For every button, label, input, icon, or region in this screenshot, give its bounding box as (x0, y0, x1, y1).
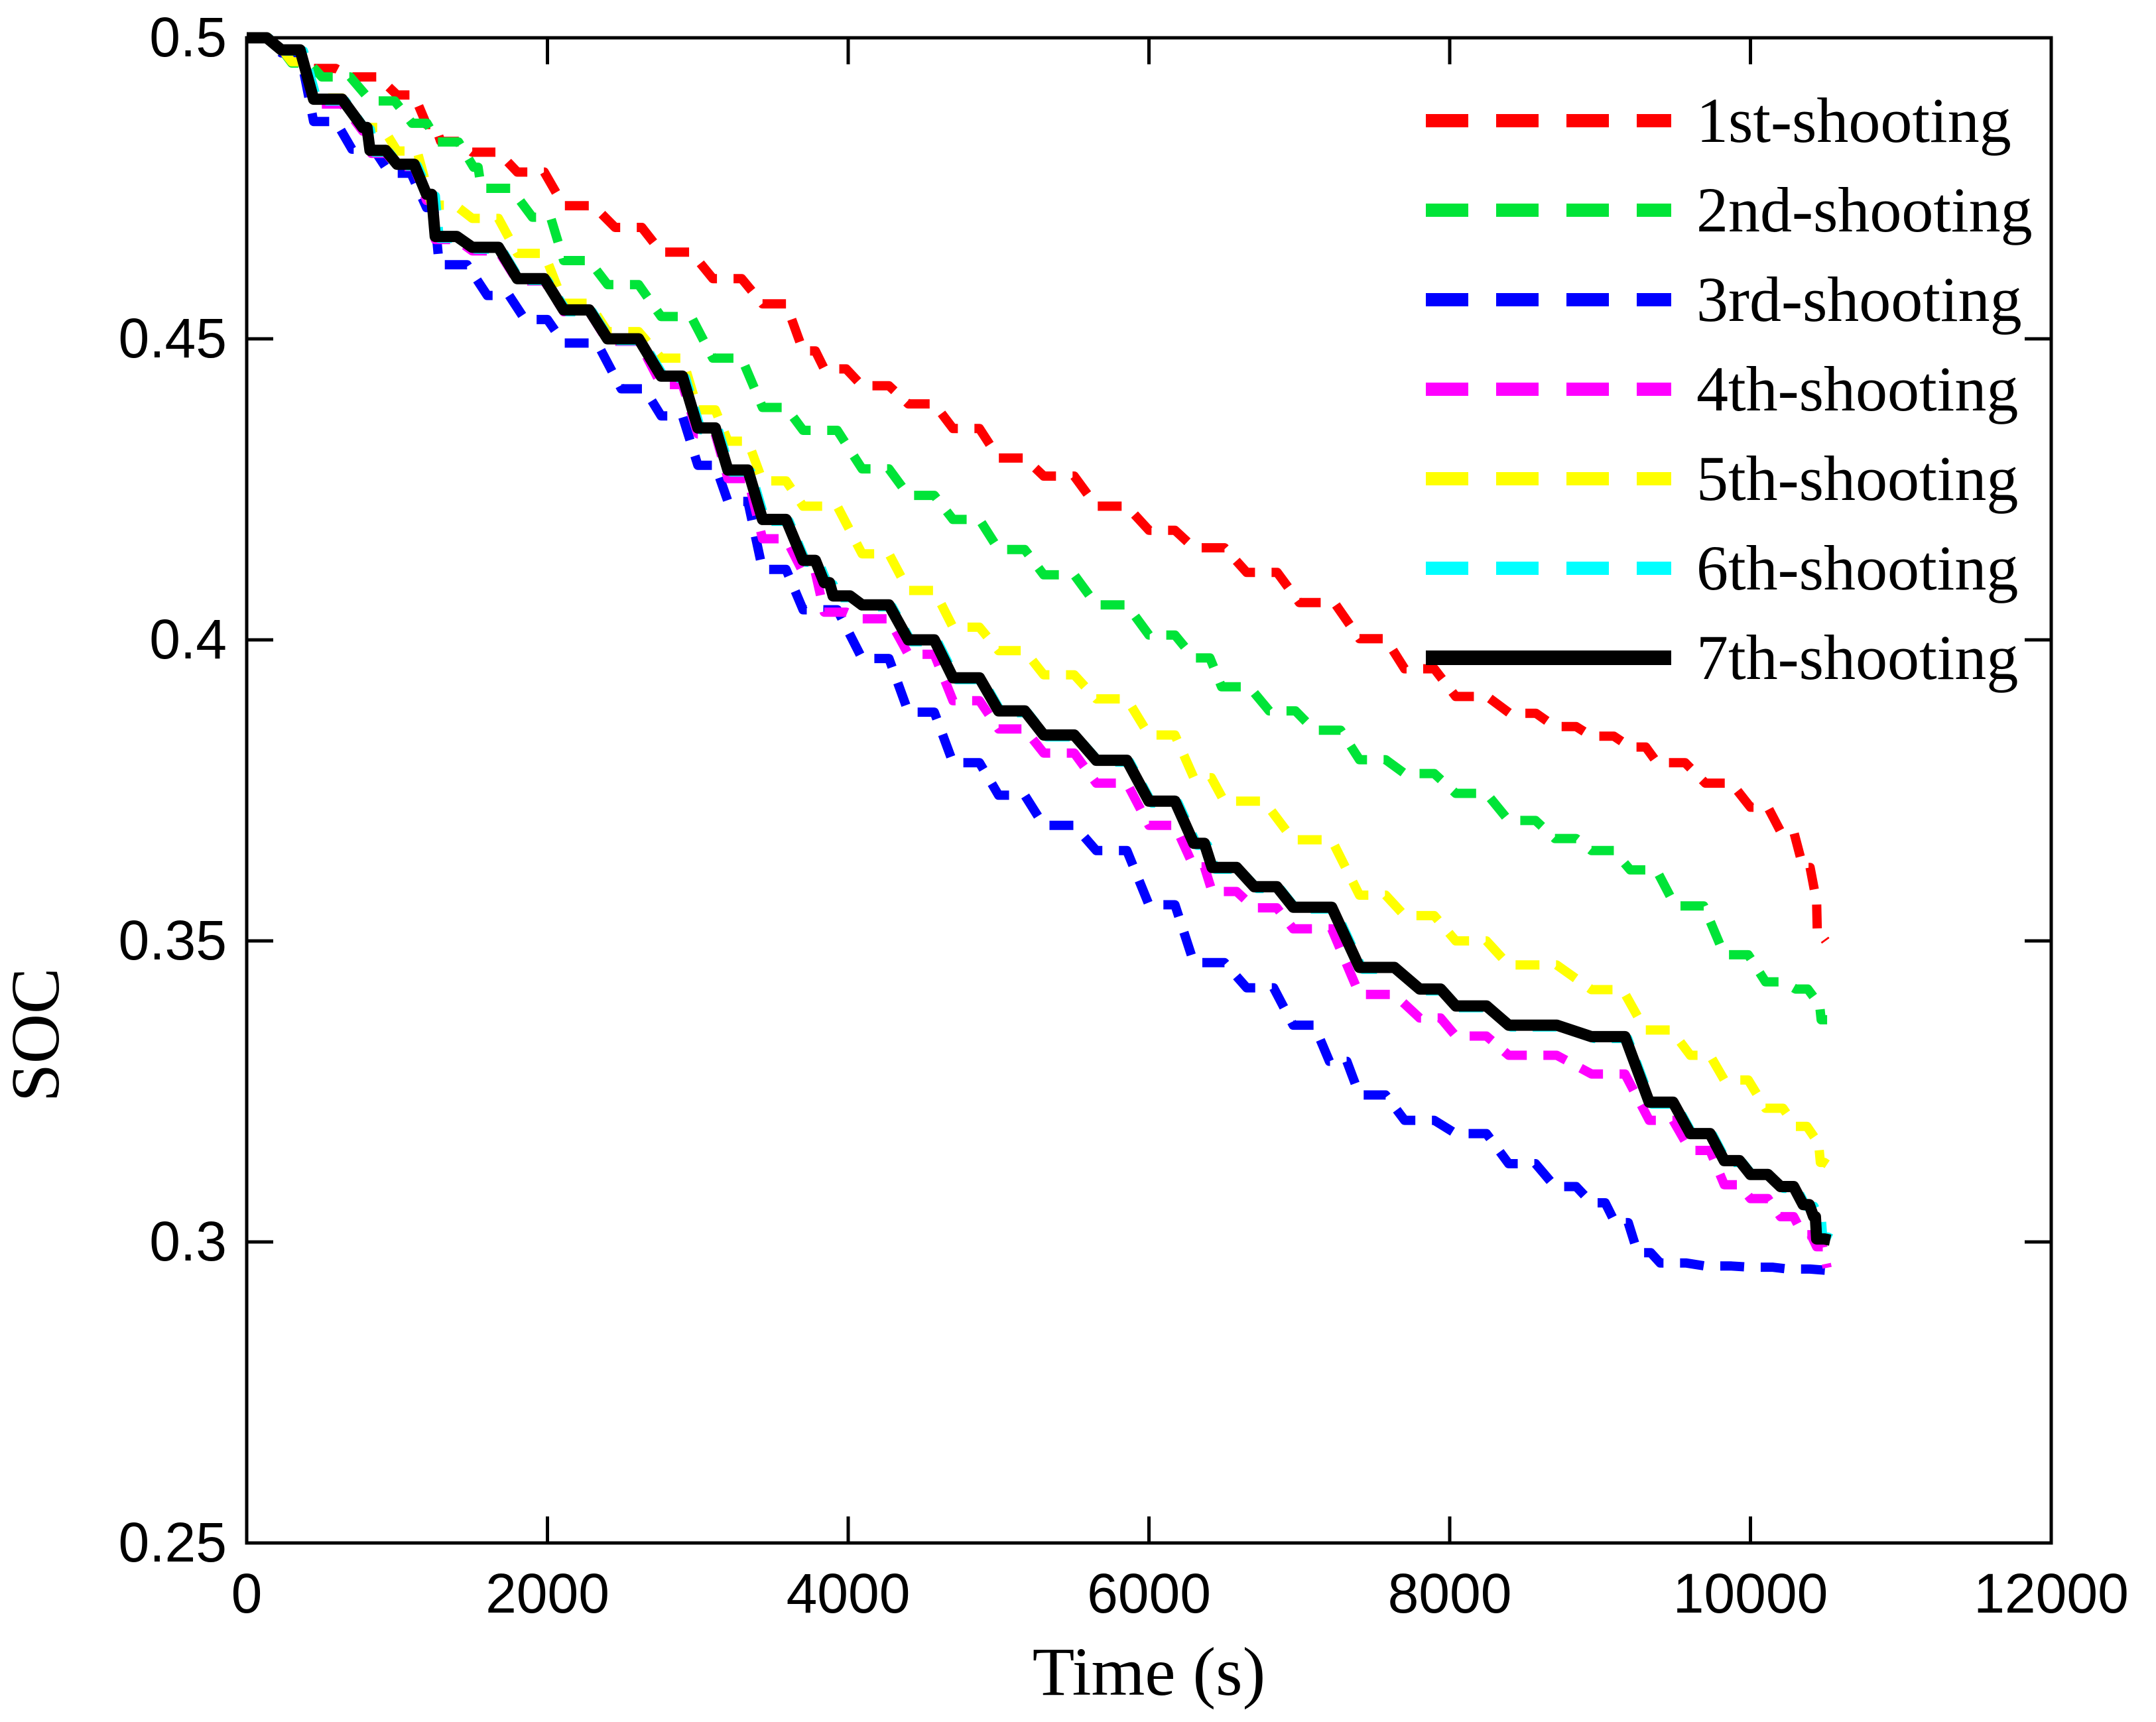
legend-item-4th-shooting: 4th-shooting (1426, 353, 2018, 424)
series-line-1st-shooting (247, 33, 1830, 944)
legend-label: 1st-shooting (1696, 85, 2011, 156)
legend-label: 6th-shooting (1696, 532, 2018, 603)
legend-item-5th-shooting: 5th-shooting (1426, 443, 2018, 514)
y-axis-title: SOC (0, 968, 74, 1102)
y-tick-label: 0.4 (149, 608, 227, 670)
x-tick-label: 2000 (485, 1562, 609, 1625)
legend-label: 2nd-shooting (1696, 174, 2033, 245)
legend-label: 7th-shooting (1696, 622, 2018, 693)
legend-label: 4th-shooting (1696, 353, 2018, 424)
x-tick-label: 12000 (1974, 1562, 2129, 1625)
series-line-2nd-shooting (247, 33, 1830, 1024)
legend-item-6th-shooting: 6th-shooting (1426, 532, 2018, 603)
legend: 1st-shooting 2nd-shooting 3rd-shooting 4th-… (1426, 85, 2033, 693)
series-line-7th-shooting (247, 32, 1832, 1246)
axes-layer (245, 36, 2053, 1545)
x-tick-label: 0 (231, 1562, 263, 1625)
x-tick-label: 4000 (787, 1562, 911, 1625)
x-axis-title: Time (s) (1033, 1634, 1266, 1710)
y-tick-label: 0.45 (119, 307, 227, 369)
x-tick-label: 6000 (1087, 1562, 1211, 1625)
legend-label: 5th-shooting (1696, 443, 2018, 514)
series-line-4th-shooting (247, 33, 1832, 1269)
y-tick-label: 0.3 (149, 1210, 227, 1272)
series-layer (247, 32, 1834, 1275)
series-line-3rd-shooting (247, 33, 1826, 1275)
series-line-6th-shooting (247, 33, 1834, 1243)
legend-item-1st-shooting: 1st-shooting (1426, 85, 2011, 156)
legend-item-7th-shooting: 7th-shooting (1426, 622, 2018, 693)
x-tick-label: 8000 (1388, 1562, 1512, 1625)
legend-item-3rd-shooting: 3rd-shooting (1426, 264, 2022, 335)
series-line-5th-shooting (247, 33, 1830, 1168)
y-tick-label: 0.25 (119, 1511, 227, 1573)
legend-item-2nd-shooting: 2nd-shooting (1426, 174, 2033, 245)
x-tick-label: 10000 (1673, 1562, 1828, 1625)
axis-labels-layer: 0 2000 4000 6000 8000 10000 12000 0.25 0.3 0.35 0.… (0, 6, 2129, 1710)
y-tick-label: 0.5 (149, 6, 227, 68)
y-tick-label: 0.35 (119, 909, 227, 971)
legend-label: 3rd-shooting (1696, 264, 2022, 335)
